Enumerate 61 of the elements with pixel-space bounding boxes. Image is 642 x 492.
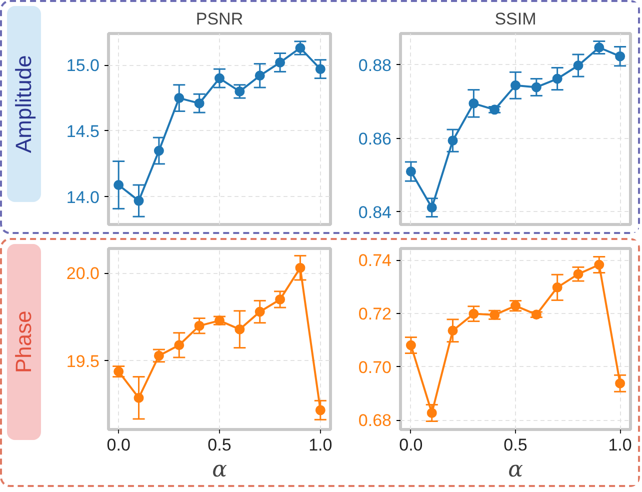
point xyxy=(214,73,224,84)
x-tick-label: 0.0 xyxy=(106,436,130,454)
point xyxy=(552,74,562,84)
point xyxy=(468,98,479,108)
point xyxy=(174,340,184,350)
point xyxy=(594,260,604,270)
point xyxy=(275,294,286,304)
y-tick-label: 19.5 xyxy=(66,352,100,371)
point xyxy=(174,93,184,104)
point xyxy=(114,180,124,190)
point xyxy=(234,86,245,96)
point xyxy=(154,146,164,156)
y-tick-label: 0.70 xyxy=(358,358,392,377)
point xyxy=(406,340,416,350)
y-axis-title: Phase xyxy=(10,310,37,374)
y-tick-label: 14.0 xyxy=(66,188,100,207)
point xyxy=(615,51,626,62)
point xyxy=(448,326,458,336)
y-axis-title: Amplitude xyxy=(10,55,37,153)
point xyxy=(531,82,542,92)
point xyxy=(254,306,265,317)
x-tick-label: 1.0 xyxy=(308,436,332,454)
x-axis-title: α xyxy=(508,458,524,482)
point xyxy=(234,324,245,334)
point xyxy=(406,166,416,176)
point xyxy=(490,104,500,115)
point xyxy=(426,202,437,213)
point xyxy=(134,196,144,206)
y-tick-label: 0.72 xyxy=(358,304,392,324)
y-tick-label: 20.0 xyxy=(66,264,100,284)
point xyxy=(254,70,265,81)
point xyxy=(315,405,326,416)
point xyxy=(275,57,286,68)
point xyxy=(468,308,479,319)
point xyxy=(615,378,626,388)
chart-title: SSIM xyxy=(494,10,536,28)
point xyxy=(573,60,584,71)
y-tick-label: 0.68 xyxy=(358,411,392,430)
y-tick-label: 0.86 xyxy=(358,129,392,148)
x-tick-label: 0.0 xyxy=(399,436,423,454)
point xyxy=(295,262,306,273)
point xyxy=(295,43,306,53)
y-tick-label: 0.74 xyxy=(358,251,392,270)
point xyxy=(552,282,562,292)
point xyxy=(510,80,520,90)
y-tick-label: 0.88 xyxy=(358,56,392,75)
point xyxy=(426,408,437,418)
point xyxy=(315,64,326,74)
point xyxy=(134,392,144,403)
point xyxy=(573,269,584,280)
point xyxy=(194,320,204,331)
x-tick-label: 0.5 xyxy=(504,436,528,454)
x-axis-title: α xyxy=(212,458,228,482)
point xyxy=(194,98,204,108)
x-tick-label: 0.5 xyxy=(208,436,232,454)
point xyxy=(448,136,458,146)
chart-title: PSNR xyxy=(196,10,244,28)
y-tick-label: 15.0 xyxy=(66,56,100,76)
y-tick-label: 0.84 xyxy=(358,202,392,222)
x-tick-label: 1.0 xyxy=(608,436,632,454)
y-tick-label: 14.5 xyxy=(66,122,100,141)
